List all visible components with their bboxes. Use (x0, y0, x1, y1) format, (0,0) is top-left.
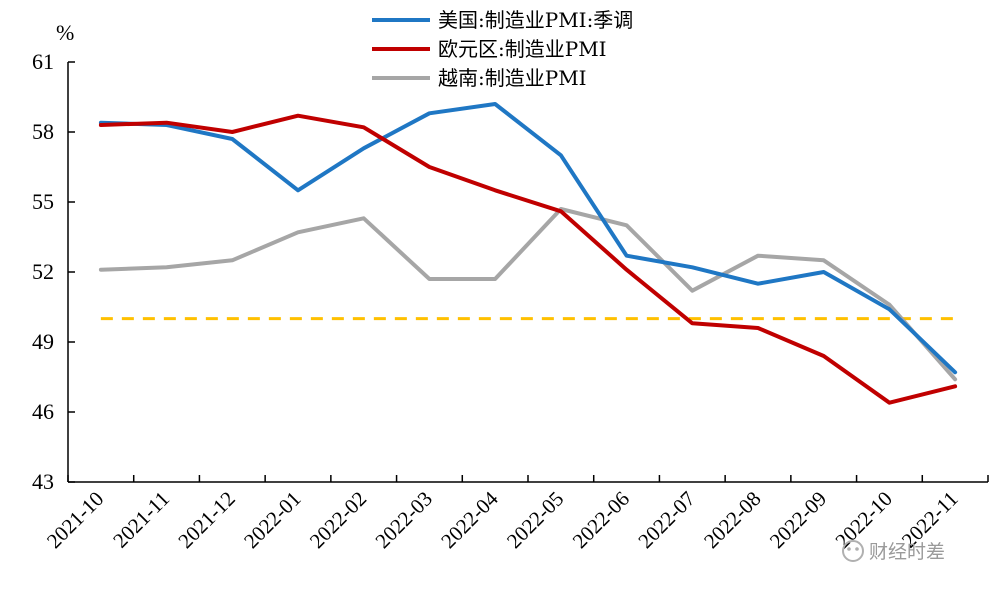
series-line-2 (98, 207, 958, 382)
wechat-icon-eye-right (855, 547, 859, 551)
x-tick-label: 2021-12 (173, 487, 239, 553)
x-tick-label: 2022-01 (239, 487, 305, 553)
y-tick-label: 49 (32, 329, 54, 354)
x-tick-label: 2022-02 (305, 487, 371, 553)
x-tick-label: 2022-04 (436, 486, 503, 553)
watermark: 财经时差 (842, 540, 945, 563)
y-tick-label: 43 (32, 469, 54, 494)
legend-label-0: 美国:制造业PMI:季调 (438, 8, 633, 32)
x-tick-label: 2022-06 (568, 487, 634, 553)
series-line-0 (98, 102, 958, 375)
y-tick-label: 52 (32, 259, 54, 284)
y-tick-label: 58 (32, 119, 54, 144)
watermark-text: 财经时差 (869, 541, 945, 563)
x-tick-label: 2022-05 (502, 487, 568, 553)
x-tick-label: 2021-10 (42, 487, 108, 553)
series-lines (98, 102, 958, 405)
wechat-icon-eye-left (847, 547, 851, 551)
series-line-1 (98, 113, 958, 405)
y-tick-label: 46 (32, 399, 54, 424)
x-tick-label: 2022-08 (699, 487, 765, 553)
y-tick-label: 61 (32, 49, 54, 74)
y-unit-label: % (56, 20, 74, 45)
x-tick-label: 2021-11 (108, 487, 174, 553)
x-tick-label: 2022-07 (633, 487, 699, 553)
y-tick-label: 55 (32, 189, 54, 214)
legend-label-2: 越南:制造业PMI (438, 66, 587, 90)
x-tick-label: 2022-03 (370, 487, 436, 553)
x-tick-label: 2022-09 (765, 487, 831, 553)
wechat-icon (842, 540, 864, 562)
legend-label-1: 欧元区:制造业PMI (438, 37, 607, 61)
